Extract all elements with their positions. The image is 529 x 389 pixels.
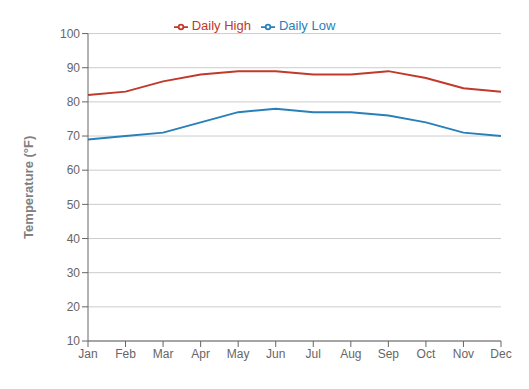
svg-text:Jan: Jan [78,347,97,361]
html-text:Daily Low: Daily Low [278,18,336,33]
svg-text:Jul: Jul [306,347,321,361]
svg-text:Sep: Sep [378,347,400,361]
svg-text:10: 10 [67,334,81,348]
svg-text:Mar: Mar [153,347,174,361]
svg-text:Apr: Apr [191,347,210,361]
svg-text:70: 70 [67,129,81,143]
svg-text:40: 40 [67,232,81,246]
svg-text:Dec: Dec [490,347,511,361]
svg-text:80: 80 [67,95,81,109]
svg-text:Jun: Jun [266,347,285,361]
svg-text:Feb: Feb [115,347,136,361]
svg-text:20: 20 [67,300,81,314]
svg-text:50: 50 [67,198,81,212]
svg-text:Nov: Nov [453,347,474,361]
svg-text:30: 30 [67,266,81,280]
svg-text:May: May [227,347,250,361]
svg-text:100: 100 [60,27,80,41]
svg-text:60: 60 [67,163,81,177]
html-text:Daily High: Daily High [191,18,251,33]
svg-text:Oct: Oct [417,347,436,361]
svg-text:Aug: Aug [340,347,361,361]
svg-text:90: 90 [67,61,81,75]
svg-text:Temperature (°F): Temperature (°F) [21,136,36,239]
